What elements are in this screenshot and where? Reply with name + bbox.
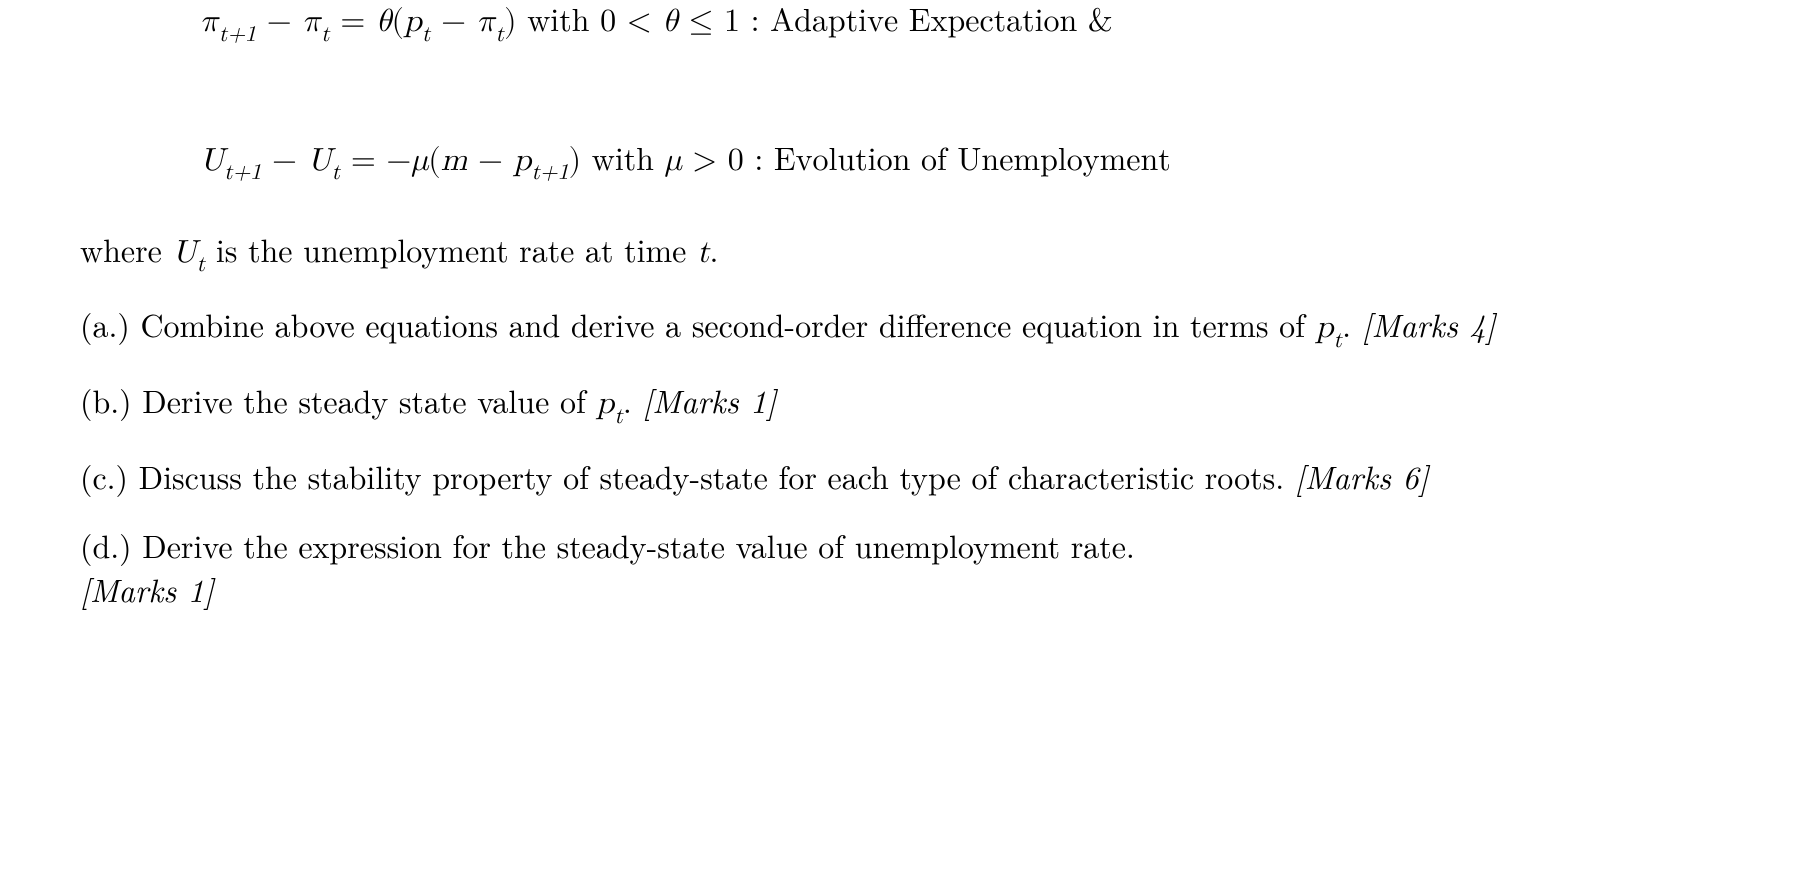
where-text: where Ut is the unemployment rate at tim… xyxy=(80,228,1718,280)
close-paren: ) xyxy=(504,6,516,38)
cond-text2: ≤ 1 : xyxy=(678,6,770,38)
op-minus-4: − xyxy=(467,145,513,177)
op-equals-2: = − xyxy=(340,145,411,177)
close-paren-2: ) xyxy=(569,145,581,177)
sym-p: p xyxy=(404,6,422,38)
label-d: (d.) xyxy=(80,523,142,568)
text-b-1: Derive the steady state value of xyxy=(142,378,596,423)
where-pre: where xyxy=(80,227,173,272)
sub-t-4: t xyxy=(332,162,341,184)
op-equals: = xyxy=(330,6,376,38)
period-a: . xyxy=(1342,302,1362,347)
sub-t-2: t xyxy=(422,24,431,46)
sub-tplus1-2: t+1 xyxy=(224,162,261,184)
marks-d: [Marks 1] xyxy=(80,567,214,612)
equation-unemployment-evolution: Ut+1 − Ut = −μ(m − pt+1) with μ > 0 : Ev… xyxy=(80,139,1718,188)
label-c: (c.) xyxy=(80,454,139,499)
sym-theta: θ xyxy=(376,6,392,38)
sub-t-5: t xyxy=(197,254,206,276)
sym-pi-3: π xyxy=(477,6,496,38)
eq-label-2: Evolution of Unemployment xyxy=(774,145,1171,177)
period-b: . xyxy=(623,378,643,423)
cond-gt: > 0 : xyxy=(682,145,774,177)
sub-t-a: t xyxy=(1333,330,1342,352)
marks-c: [Marks 6] xyxy=(1295,454,1429,499)
sym-theta-2: θ xyxy=(662,6,678,38)
equation-adaptive-expectation: πt+1 − πt = θ(pt − πt) with 0 < θ ≤ 1 : … xyxy=(80,0,1718,49)
sym-p-a: p xyxy=(1316,312,1334,344)
sym-U: U xyxy=(200,145,224,177)
op-minus: − xyxy=(256,6,302,38)
op-minus-2: − xyxy=(430,6,476,38)
sub-t-b: t xyxy=(614,406,623,428)
sym-mu: μ xyxy=(411,145,428,177)
sym-t: t xyxy=(697,237,709,269)
sym-U-3: U xyxy=(173,237,197,269)
op-minus-3: − xyxy=(261,145,307,177)
marks-a: [Marks 4] xyxy=(1362,302,1496,347)
sub-t-3: t xyxy=(495,24,504,46)
question-c: (c.) Discuss the stability property of s… xyxy=(80,455,1718,500)
cond-text-2: with xyxy=(581,145,665,177)
sym-pi-2: π xyxy=(302,6,321,38)
text-c: Discuss the stability property of steady… xyxy=(139,454,1295,499)
open-paren: ( xyxy=(392,6,404,38)
question-b: (b.) Derive the steady state value of pt… xyxy=(80,379,1718,431)
eq-label: Adaptive Expectation & xyxy=(770,6,1113,38)
open-paren-2: ( xyxy=(428,145,440,177)
cond-text: with 0 < xyxy=(517,6,663,38)
sym-U-2: U xyxy=(308,145,332,177)
text-d: Derive the expression for the steady-sta… xyxy=(142,523,1135,568)
question-a: (a.) Combine above equations and derive … xyxy=(80,303,1718,355)
sym-pi: π xyxy=(200,6,219,38)
sym-mu-2: μ xyxy=(665,145,682,177)
where-period: . xyxy=(709,227,718,272)
page-container: πt+1 − πt = θ(pt − πt) with 0 < θ ≤ 1 : … xyxy=(0,0,1798,657)
text-a-1: Combine above equations and derive a sec… xyxy=(140,302,1315,347)
label-a: (a.) xyxy=(80,302,140,347)
label-b: (b.) xyxy=(80,378,142,423)
sym-p-2: p xyxy=(514,145,532,177)
sub-tplus1-3: t+1 xyxy=(531,162,568,184)
marks-b: [Marks 1] xyxy=(642,378,776,423)
sub-t: t xyxy=(321,24,330,46)
where-post: is the unemployment rate at time xyxy=(205,227,697,272)
question-d: (d.) Derive the expression for the stead… xyxy=(80,524,1718,614)
sym-p-b: p xyxy=(596,388,614,420)
sym-m: m xyxy=(441,145,468,177)
sub-tplus1: t+1 xyxy=(219,24,256,46)
